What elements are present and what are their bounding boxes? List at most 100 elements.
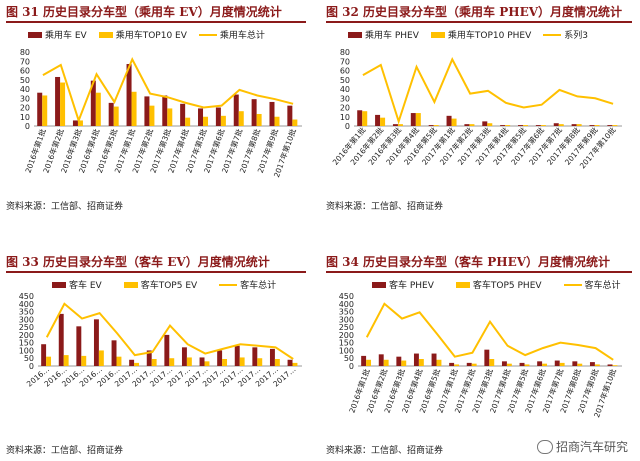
series-line	[45, 302, 294, 360]
chart-plot: 0501001502002503003504004502016年第1批2016年…	[339, 292, 622, 419]
source-note: 资料来源：工信部、招商证券	[326, 446, 444, 456]
bar	[220, 115, 226, 126]
legend-item-bar2: 乘用车TOP10 PHEV	[430, 28, 531, 41]
bar	[433, 125, 439, 126]
bar	[186, 357, 192, 366]
bar	[366, 359, 372, 366]
bar	[518, 125, 524, 126]
y-tick-label: 200	[19, 331, 34, 340]
bar	[505, 125, 511, 126]
bar	[466, 362, 472, 366]
legend-item-bar1: 乘用车 EV	[28, 28, 87, 41]
legend-label: 客车总计	[584, 281, 621, 291]
bar	[380, 117, 386, 126]
bar	[392, 124, 398, 126]
bar	[146, 350, 152, 366]
bar	[454, 364, 460, 366]
bar	[362, 111, 368, 126]
bar	[449, 362, 455, 366]
y-tick-label: 10	[20, 113, 30, 122]
bar	[76, 326, 82, 366]
chart-legend: 乘用车 PHEV 乘用车TOP10 PHEV 系列3	[348, 28, 588, 41]
bar	[269, 101, 275, 126]
bar	[134, 362, 140, 366]
bar	[198, 108, 204, 126]
bar	[55, 76, 61, 126]
y-tick-label: 350	[339, 308, 354, 317]
bar	[410, 113, 416, 126]
bar	[199, 357, 205, 366]
y-tick-label: 70	[20, 57, 30, 66]
bar	[375, 114, 381, 126]
legend-item-line: 乘用车总计	[198, 28, 265, 41]
y-tick-label: 20	[340, 104, 350, 113]
legend-swatch	[198, 33, 217, 36]
y-tick-label: 150	[19, 339, 34, 348]
bar	[180, 103, 186, 126]
legend-item-bar1: 客车 PHEV	[372, 278, 434, 291]
bar	[607, 125, 613, 126]
y-tick-label: 60	[20, 67, 30, 76]
bar	[589, 125, 595, 126]
chart-title: 图 34 历史目录分车型（客车 PHEV）月度情况统计	[326, 255, 611, 269]
bar	[542, 363, 548, 366]
bar	[252, 347, 258, 366]
y-tick-label: 10	[340, 113, 350, 122]
bar	[607, 364, 613, 366]
y-tick-label: 80	[20, 48, 30, 57]
bar	[415, 113, 421, 126]
bar	[589, 362, 595, 366]
bar	[418, 359, 424, 366]
title-rule	[326, 21, 632, 23]
bar	[500, 125, 506, 126]
bar	[535, 125, 541, 126]
bar	[397, 124, 403, 126]
bar	[63, 355, 69, 366]
bar	[257, 358, 263, 366]
y-tick-label: 350	[19, 308, 34, 317]
bar	[42, 95, 48, 126]
legend-item-line: 客车总计	[563, 278, 621, 291]
bar	[251, 99, 257, 126]
y-tick-label: 40	[20, 85, 30, 94]
bar	[95, 92, 101, 126]
legend-label: 客车TOP5 PHEV	[472, 281, 542, 291]
series-line	[42, 57, 294, 124]
bar	[506, 363, 512, 366]
legend-item-line: 客车总计	[219, 278, 276, 291]
bar	[234, 345, 240, 366]
bar	[269, 348, 275, 366]
bar	[383, 359, 389, 366]
watermark: 招商汽车研究	[536, 438, 628, 455]
bar	[162, 95, 168, 126]
legend-swatch	[219, 283, 238, 286]
bar	[238, 111, 244, 126]
bar	[612, 365, 618, 366]
bar	[164, 334, 170, 366]
bar	[554, 360, 560, 366]
bar	[436, 359, 442, 366]
bar	[151, 359, 157, 366]
bar	[239, 357, 245, 366]
y-tick-label: 250	[339, 323, 354, 332]
legend-label: 乘用车 EV	[45, 31, 87, 41]
bar	[129, 359, 135, 366]
bar	[77, 120, 83, 126]
bar	[185, 117, 191, 126]
bar	[203, 116, 209, 126]
bar	[396, 356, 402, 366]
legend-label: 客车 EV	[69, 281, 102, 291]
bar	[116, 356, 122, 366]
bar	[215, 107, 221, 126]
y-tick-label: 450	[339, 292, 354, 301]
legend-label: 乘用车TOP10 EV	[115, 31, 187, 41]
y-tick-label: 30	[340, 94, 350, 103]
bar	[233, 94, 239, 126]
bar	[72, 120, 78, 126]
legend-swatch	[563, 283, 582, 286]
bar	[217, 350, 223, 366]
bar	[108, 102, 114, 126]
y-tick-label: 30	[20, 94, 30, 103]
bar	[292, 362, 298, 366]
legend-item-bar1: 乘用车 PHEV	[348, 28, 419, 41]
